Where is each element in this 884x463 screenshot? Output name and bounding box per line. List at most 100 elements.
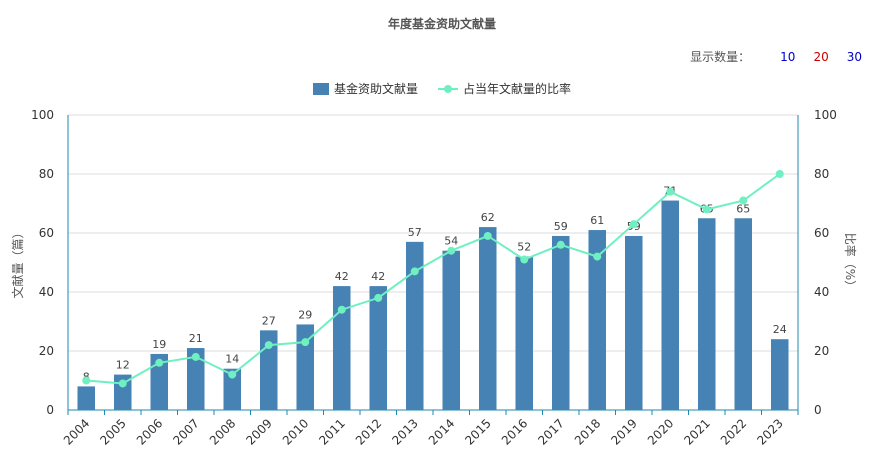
ratio-point — [556, 240, 565, 249]
x-axis-tick-label: 2018 — [572, 416, 603, 447]
x-axis-tick-label: 2023 — [754, 416, 785, 447]
ratio-point — [702, 205, 711, 214]
y2-axis-tick-label: 80 — [814, 167, 829, 181]
display-count-selector: 显示数量： 10 20 30 — [690, 48, 862, 65]
ratio-point — [228, 370, 237, 379]
bar — [77, 386, 96, 410]
legend-line-swatch — [438, 83, 458, 95]
legend-item-line-series[interactable]: 占当年文献量的比率 — [438, 80, 571, 97]
x-axis-tick-label: 2006 — [134, 416, 165, 447]
bar — [405, 241, 424, 410]
y-axis-title: 文献量（篇） — [10, 226, 25, 298]
bar-value-label: 14 — [225, 353, 239, 366]
bar-value-label: 54 — [444, 235, 458, 248]
bar-value-label: 24 — [773, 323, 787, 336]
x-axis-tick-label: 2005 — [97, 416, 128, 447]
x-axis-tick-label: 2012 — [353, 416, 384, 447]
ratio-point — [301, 338, 310, 347]
display-count-label: 显示数量： — [690, 50, 751, 64]
ratio-point — [118, 379, 127, 388]
x-axis-tick-label: 2022 — [718, 416, 749, 447]
bar-value-label: 21 — [189, 332, 203, 345]
y2-axis-title: 比率（%） — [843, 233, 858, 292]
display-count-option-30[interactable]: 30 — [846, 49, 862, 64]
bar-value-label: 29 — [298, 308, 312, 321]
legend-bar-swatch — [312, 82, 329, 95]
bar — [515, 256, 534, 410]
y-axis-tick-label: 60 — [39, 226, 54, 240]
x-axis-tick-label: 2015 — [462, 416, 493, 447]
bar — [770, 339, 789, 410]
ratio-point — [483, 231, 492, 240]
x-axis-tick-label: 2020 — [645, 416, 676, 447]
bar — [697, 218, 716, 410]
x-axis-tick-label: 2019 — [608, 416, 639, 447]
chart-title: 年度基金资助文献量 — [387, 17, 496, 31]
bar-value-label: 42 — [371, 270, 385, 283]
bar-value-label: 65 — [736, 202, 750, 215]
bar — [624, 235, 643, 410]
y2-axis-tick-label: 60 — [814, 226, 829, 240]
bar-value-label: 12 — [116, 359, 130, 372]
ratio-line — [86, 173, 781, 385]
bar-value-label: 61 — [590, 214, 604, 227]
bar-value-label: 57 — [408, 226, 422, 239]
bar — [551, 235, 570, 410]
y2-axis-tick-label: 40 — [814, 285, 829, 299]
bar — [332, 286, 351, 410]
ratio-point — [629, 220, 638, 229]
y2-axis-tick-label: 20 — [814, 344, 829, 358]
bar — [186, 348, 205, 410]
bar — [369, 286, 388, 410]
y-axis-tick-label: 40 — [39, 285, 54, 299]
legend-label-bar-series: 基金资助文献量 — [333, 82, 418, 96]
ratio-point — [155, 358, 164, 367]
y2-axis-tick-label: 0 — [814, 403, 822, 417]
bar-value-label: 19 — [152, 338, 166, 351]
x-axis-tick-label: 2017 — [535, 416, 566, 447]
bar-value-label: 52 — [517, 241, 531, 254]
ratio-point — [337, 305, 346, 314]
bar-value-label: 27 — [262, 314, 276, 327]
bar — [259, 330, 278, 410]
x-axis-tick-label: 2004 — [61, 416, 92, 447]
y-axis-tick-label: 0 — [46, 403, 54, 417]
x-axis-tick-label: 2016 — [499, 416, 530, 447]
ratio-point — [447, 246, 456, 255]
x-axis-tick-label: 2008 — [207, 416, 238, 447]
legend-item-bar-series[interactable]: 基金资助文献量 — [312, 80, 418, 97]
bar — [478, 227, 497, 410]
x-axis-tick-label: 2014 — [426, 416, 457, 447]
legend-label-line-series: 占当年文献量的比率 — [463, 82, 572, 96]
y-axis-tick-label: 80 — [39, 167, 54, 181]
ratio-point — [775, 170, 784, 178]
bar — [150, 353, 169, 410]
y-axis-tick-label: 20 — [39, 344, 54, 358]
bar — [734, 218, 753, 410]
chart-legend: 基金资助文献量 占当年文献量的比率 — [0, 80, 884, 97]
x-axis-tick-label: 2009 — [243, 416, 274, 447]
ratio-point — [264, 341, 273, 350]
display-count-option-20[interactable]: 20 — [813, 49, 829, 64]
ratio-point — [520, 255, 529, 264]
display-count-option-10[interactable]: 10 — [780, 49, 796, 64]
bar-value-label: 59 — [554, 220, 568, 233]
ratio-point — [739, 196, 748, 205]
ratio-point — [191, 352, 200, 361]
bar — [223, 368, 242, 410]
ratio-point — [410, 267, 419, 276]
bar-value-label: 62 — [481, 211, 495, 224]
x-axis-tick-label: 2013 — [389, 416, 420, 447]
bar-value-label: 42 — [335, 270, 349, 283]
bar — [442, 250, 461, 410]
bar — [588, 230, 607, 410]
y2-axis-tick-label: 100 — [814, 108, 837, 122]
ratio-point — [374, 293, 383, 302]
ratio-point — [82, 376, 91, 385]
x-axis-tick-label: 2007 — [170, 416, 201, 447]
y-axis-tick-label: 100 — [31, 108, 54, 122]
x-axis-tick-label: 2021 — [681, 416, 712, 447]
ratio-point — [666, 187, 675, 196]
ratio-point — [593, 252, 602, 261]
